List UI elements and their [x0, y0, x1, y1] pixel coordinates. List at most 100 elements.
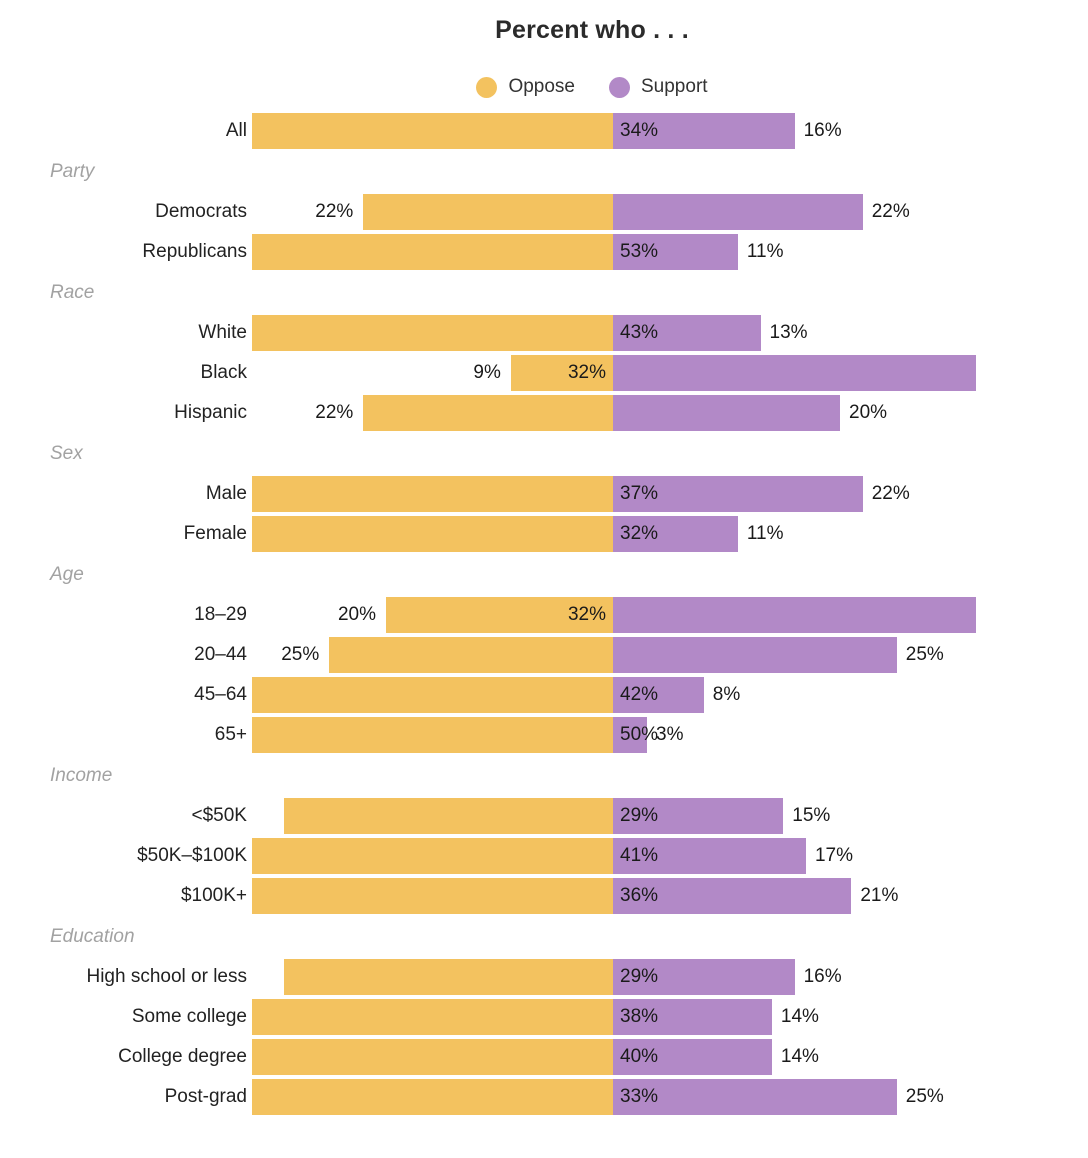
oppose-value-label: 36% — [620, 885, 659, 906]
category-label: Black — [200, 362, 247, 383]
support-bar — [613, 1079, 897, 1115]
support-value-label: 15% — [792, 805, 831, 826]
category-label: 20–44 — [194, 644, 247, 665]
support-bar — [613, 194, 863, 230]
chart-legend: Oppose Support — [252, 76, 932, 98]
support-value-label: 22% — [871, 483, 910, 504]
oppose-value-label: 22% — [315, 201, 354, 222]
oppose-bar — [252, 1039, 613, 1075]
oppose-bar — [252, 234, 613, 270]
support-legend-dot-icon — [609, 76, 630, 98]
group-header-race: Race — [50, 282, 95, 303]
category-label: Republicans — [142, 241, 247, 262]
oppose-bar — [252, 717, 613, 753]
category-label: 18–29 — [194, 604, 247, 625]
category-label: College degree — [118, 1046, 247, 1067]
oppose-value-label: 25% — [281, 644, 320, 665]
support-bar — [613, 717, 648, 753]
support-bar — [613, 1039, 772, 1075]
chart-title: Percent who . . . — [495, 16, 689, 44]
support-value-label: 16% — [803, 966, 842, 987]
oppose-value-label: 53% — [620, 241, 659, 262]
group-header-education: Education — [50, 926, 135, 947]
category-label: Male — [205, 483, 247, 504]
oppose-bar — [363, 194, 613, 230]
support-bar — [613, 476, 863, 512]
oppose-bar — [329, 637, 613, 673]
legend-item-oppose: Oppose — [476, 76, 575, 98]
support-value-label: 11% — [746, 241, 784, 262]
category-label: 45–64 — [194, 684, 247, 705]
support-bar — [613, 355, 977, 391]
oppose-value-label: 22% — [315, 402, 354, 423]
support-bar — [613, 113, 795, 149]
group-header-party: Party — [50, 161, 95, 182]
oppose-bar — [283, 798, 613, 834]
oppose-value-label: 40% — [620, 1046, 659, 1067]
support-bar — [613, 597, 977, 633]
support-value-label: 32% — [567, 604, 606, 625]
oppose-value-label: 32% — [620, 523, 659, 544]
support-value-label: 20% — [849, 402, 888, 423]
support-value-label: 14% — [780, 1046, 819, 1067]
group-header-age: Age — [50, 564, 84, 585]
support-value-label: 22% — [871, 201, 910, 222]
oppose-legend-dot-icon — [476, 76, 498, 98]
support-bar — [613, 677, 704, 713]
support-value-label: 21% — [860, 885, 899, 906]
support-value-label: 25% — [905, 1086, 944, 1107]
support-bar — [613, 798, 784, 834]
support-bar — [613, 959, 795, 995]
group-header-income: Income — [50, 765, 113, 786]
support-bar — [613, 878, 852, 914]
oppose-bar — [252, 113, 613, 149]
oppose-bar — [252, 1079, 613, 1115]
oppose-bar — [252, 516, 613, 552]
category-label: Some college — [131, 1006, 247, 1027]
category-label: 65+ — [214, 724, 247, 745]
oppose-bar — [252, 677, 613, 713]
support-value-label: 14% — [780, 1006, 819, 1027]
oppose-value-label: 38% — [620, 1006, 659, 1027]
oppose-value-label: 41% — [620, 845, 659, 866]
oppose-bar — [252, 999, 613, 1035]
category-label: $100K+ — [180, 885, 247, 906]
oppose-value-label: 42% — [620, 684, 659, 705]
support-value-label: 3% — [656, 724, 684, 745]
oppose-value-label: 37% — [620, 483, 659, 504]
oppose-bar — [283, 959, 613, 995]
category-label: High school or less — [86, 966, 247, 987]
support-value-label: 8% — [712, 684, 741, 705]
oppose-value-label: 50% — [620, 724, 659, 745]
oppose-value-label: 33% — [620, 1086, 659, 1107]
oppose-value-label: 43% — [620, 322, 659, 343]
legend-support-label: Support — [641, 76, 708, 97]
oppose-value-label: 29% — [620, 966, 659, 987]
category-label: All — [225, 120, 247, 141]
category-label: Female — [183, 523, 247, 544]
support-bar — [613, 395, 840, 431]
legend-item-support: Support — [609, 76, 708, 98]
category-label: <$50K — [191, 805, 247, 826]
category-label: $50K–$100K — [137, 845, 247, 866]
oppose-value-label: 20% — [337, 604, 376, 625]
group-header-sex: Sex — [50, 443, 83, 464]
support-value-label: 13% — [769, 322, 808, 343]
support-bar — [613, 637, 897, 673]
support-value-label: 11% — [746, 523, 784, 544]
category-label: Hispanic — [174, 402, 247, 423]
oppose-bar — [363, 395, 613, 431]
oppose-bar — [252, 878, 613, 914]
oppose-bar — [252, 476, 613, 512]
category-label: Post-grad — [164, 1086, 247, 1107]
support-bar — [613, 315, 761, 351]
support-value-label: 16% — [803, 120, 842, 141]
oppose-bar — [386, 597, 613, 633]
support-bar — [613, 999, 772, 1035]
support-bar — [613, 234, 738, 270]
oppose-bar — [252, 315, 613, 351]
oppose-bar — [510, 355, 613, 391]
category-label: White — [198, 322, 247, 343]
